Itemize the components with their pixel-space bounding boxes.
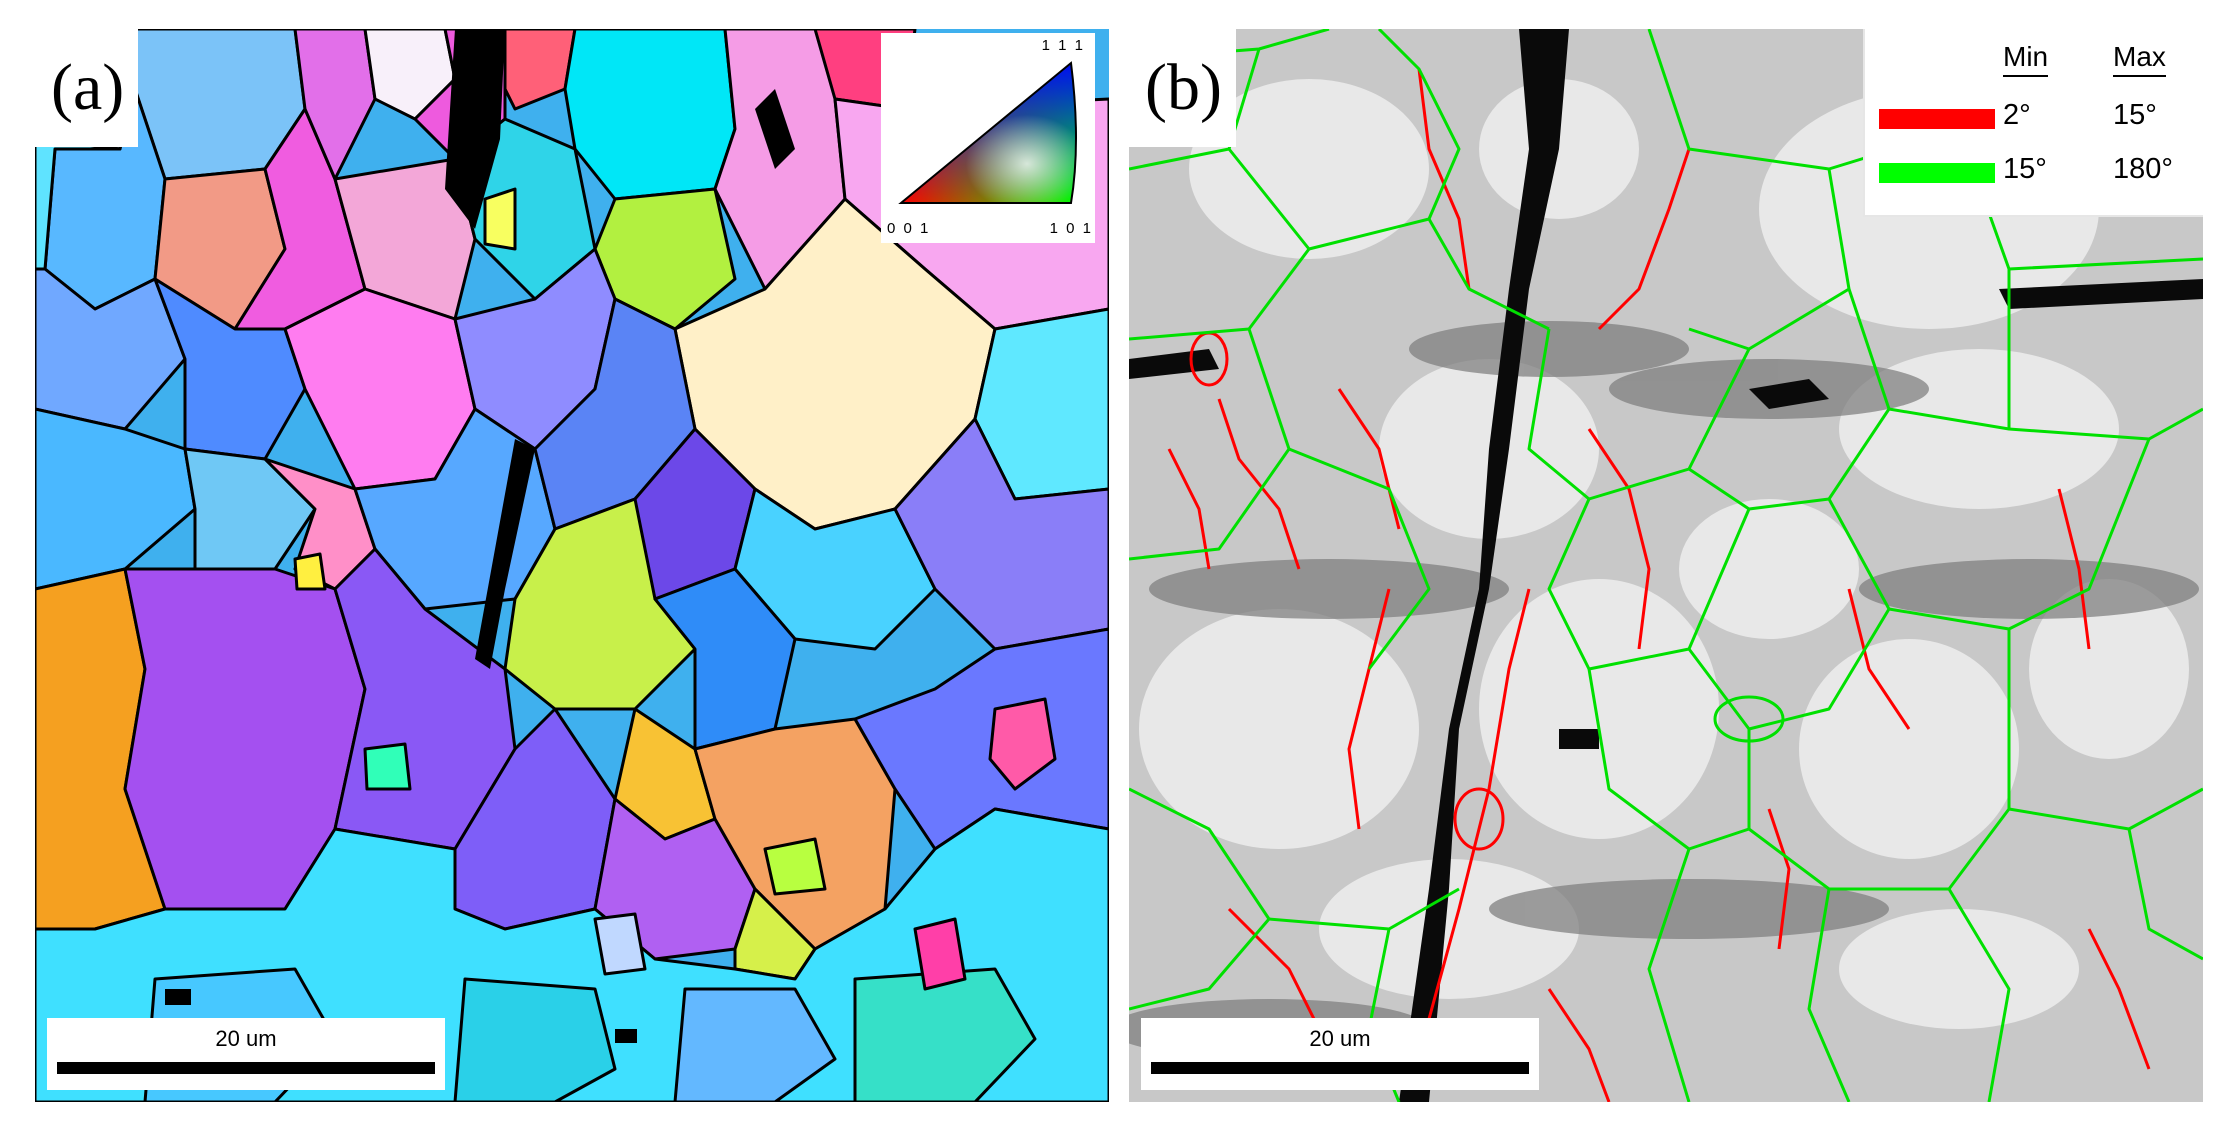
- ipf-label-101: 1 0 1: [1049, 220, 1093, 237]
- scale-bar: 20 um: [47, 1018, 445, 1090]
- scale-bar-line: [57, 1062, 435, 1074]
- legend-max-header: Max: [2113, 41, 2166, 77]
- panel-label: (b): [1129, 29, 1236, 147]
- ipf-label-111: 1 1 1: [1041, 37, 1085, 54]
- legend-row-min: 15°: [2003, 153, 2047, 185]
- legend-row-low-angle: 2° 15°: [1865, 99, 2203, 139]
- legend-swatch-green: [1879, 163, 1995, 183]
- scale-bar-line: [1151, 1062, 1529, 1074]
- scale-bar: 20 um: [1141, 1018, 1539, 1090]
- ipf-label-001: 0 0 1: [887, 220, 931, 237]
- grain-boundary-map: (b) Min Max 2° 15° 15° 180° 20 um: [1129, 29, 2203, 1102]
- scale-bar-label: 20 um: [1309, 1026, 1371, 1051]
- ipf-orientation-map: (a) 1 1 1 0 0 1: [35, 29, 1109, 1102]
- ipf-color-key: 1 1 1 0 0 1 1 0 1: [881, 33, 1095, 243]
- ipf-color-triangle: [898, 61, 1077, 204]
- legend-row-max: 15°: [2113, 99, 2157, 131]
- legend-row-min: 2°: [2003, 99, 2031, 131]
- legend-min-header: Min: [2003, 41, 2049, 77]
- legend-row-max: 180°: [2113, 153, 2173, 185]
- misorientation-legend: Min Max 2° 15° 15° 180°: [1863, 29, 2203, 217]
- scale-bar-label: 20 um: [215, 1026, 277, 1051]
- legend-row-high-angle: 15° 180°: [1865, 153, 2203, 193]
- panel-label: (a): [35, 29, 139, 147]
- legend-swatch-red: [1879, 109, 1995, 129]
